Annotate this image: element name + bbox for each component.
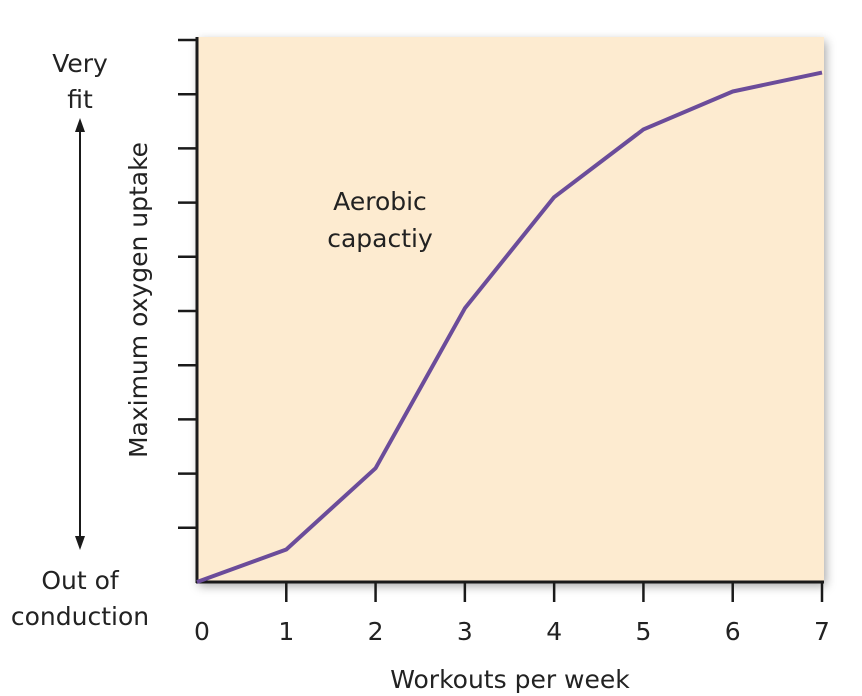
x-tick-label: 7 — [814, 617, 830, 646]
x-axis-label: Workouts per week — [390, 665, 630, 694]
x-tick-label: 5 — [635, 617, 651, 646]
y-bottom-label-line1: Out of — [41, 566, 120, 595]
x-tick-label: 0 — [194, 617, 210, 646]
x-tick-label: 6 — [725, 617, 741, 646]
annotation-line1: Aerobic — [333, 187, 427, 216]
y-top-label-line2: fit — [67, 85, 93, 114]
annotation-line2: capactiy — [327, 224, 433, 253]
x-tick-label: 3 — [457, 617, 473, 646]
y-bottom-label-line2: conduction — [11, 602, 149, 631]
y-top-label-line1: Very — [52, 49, 108, 78]
y-axis-label: Maximum oxygen uptake — [124, 142, 153, 458]
x-tick-label: 4 — [546, 617, 562, 646]
x-tick-label: 2 — [368, 617, 384, 646]
series-line-aerobic-capacity — [196, 70, 823, 584]
plot-area — [197, 37, 824, 582]
y-direction-arrow — [75, 118, 85, 550]
x-tick-label: 1 — [278, 617, 294, 646]
